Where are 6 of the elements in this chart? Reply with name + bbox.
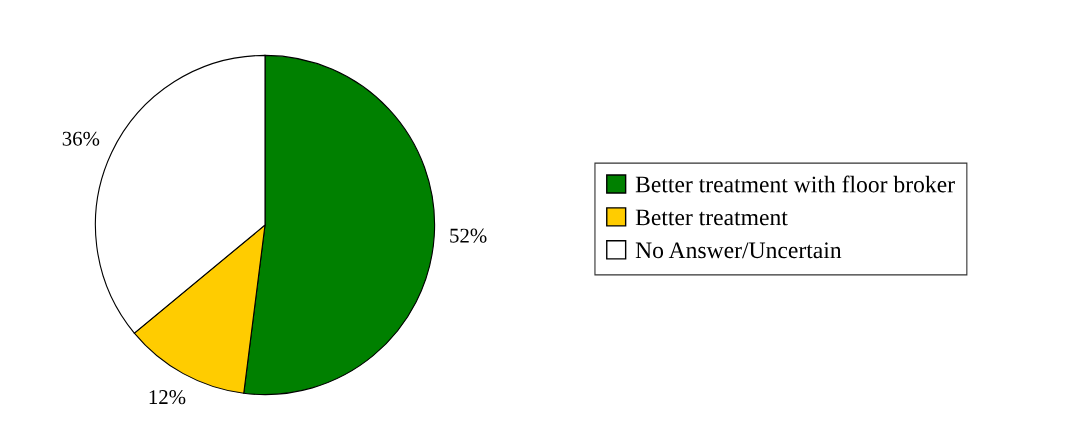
legend-label: No Answer/Uncertain [635,242,842,259]
data-label: 12% [149,390,186,405]
data-label: 36% [62,131,100,146]
data-label: 52% [450,228,487,243]
legend-label: Better treatment with floor broker [635,175,955,193]
legend-label: Better treatment [635,209,788,226]
